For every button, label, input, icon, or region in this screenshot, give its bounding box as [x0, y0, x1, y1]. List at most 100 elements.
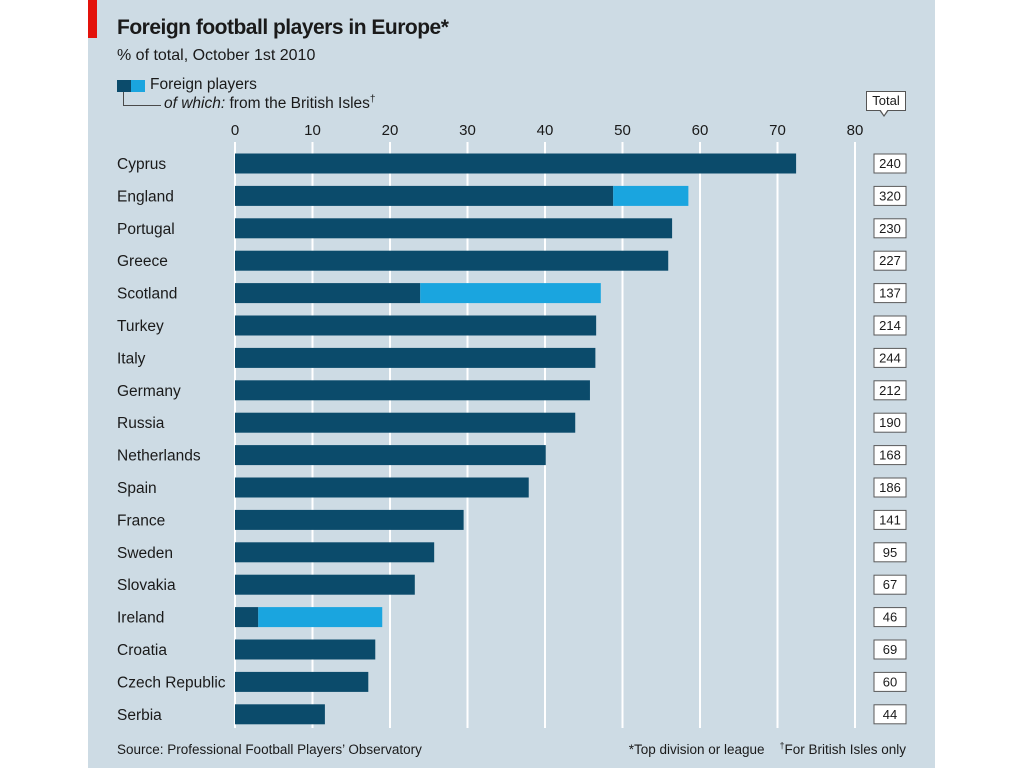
total-box-portugal — [873, 218, 907, 239]
x-tick-label-0: 0 — [231, 122, 239, 139]
category-label-serbia: Serbia — [117, 707, 162, 724]
bar-british-isles-scotland — [420, 283, 601, 304]
totals-header: Total — [866, 91, 906, 117]
bar-foreign-players-england — [235, 185, 614, 206]
category-label-russia: Russia — [117, 415, 165, 432]
footnote-british-isles: †For British Isles only — [780, 741, 906, 759]
total-value-turkey: 214 — [879, 318, 901, 333]
total-value-germany: 212 — [879, 383, 901, 398]
bar-foreign-players-france — [235, 509, 464, 530]
category-label-spain: Spain — [117, 480, 157, 497]
category-label-turkey: Turkey — [117, 318, 164, 335]
legend-label-foreign-players: Foreign players — [150, 76, 257, 93]
total-value-russia: 190 — [879, 415, 901, 430]
bar-british-isles-england — [613, 185, 689, 206]
bar-foreign-players-russia — [235, 412, 576, 433]
category-label-czech-republic: Czech Republic — [117, 674, 226, 691]
total-box-england — [873, 185, 907, 206]
total-box-italy — [873, 347, 907, 368]
bar-foreign-players-germany — [235, 380, 590, 401]
total-box-netherlands — [873, 445, 907, 466]
footnotes: *Top division or league †For British Isl… — [629, 741, 906, 759]
category-label-england: England — [117, 188, 174, 205]
x-tick-label-80: 80 — [847, 122, 864, 139]
footnote-dagger-mark: † — [779, 740, 785, 751]
bar-british-isles-ireland — [258, 607, 383, 628]
total-value-italy: 244 — [879, 350, 901, 365]
total-box-france — [873, 509, 907, 530]
total-value-spain: 186 — [879, 480, 901, 495]
total-box-scotland — [873, 283, 907, 304]
bar-foreign-players-greece — [235, 250, 669, 271]
total-box-ireland — [873, 607, 907, 628]
bar-foreign-players-netherlands — [235, 445, 546, 466]
bar-foreign-players-italy — [235, 347, 596, 368]
total-box-czech-republic — [873, 671, 907, 692]
total-box-turkey — [873, 315, 907, 336]
legend-swatch-foreign-players — [117, 80, 131, 92]
total-box-greece — [873, 250, 907, 271]
category-label-croatia: Croatia — [117, 642, 167, 659]
legend-swatch-british-isles — [131, 80, 145, 92]
source-note: Source: Professional Football Players’ O… — [117, 742, 422, 757]
chart-subtitle: % of total, October 1st 2010 — [117, 47, 316, 64]
chart-title: Foreign football players in Europe* — [117, 16, 449, 39]
bar-foreign-players-croatia — [235, 639, 376, 660]
bar-foreign-players-serbia — [235, 704, 325, 725]
bar-foreign-players-ireland — [235, 607, 259, 628]
x-tick-label-60: 60 — [692, 122, 709, 139]
total-value-ireland: 46 — [883, 610, 897, 625]
total-value-cyprus: 240 — [879, 156, 901, 171]
x-tick-label-30: 30 — [459, 122, 476, 139]
total-box-croatia — [873, 639, 907, 660]
total-value-scotland: 137 — [879, 286, 901, 301]
category-label-scotland: Scotland — [117, 286, 177, 303]
total-value-england: 320 — [879, 188, 901, 203]
brand-tab — [88, 0, 97, 38]
footnote-british-isles-text: For British Isles only — [784, 742, 906, 757]
total-box-russia — [873, 412, 907, 433]
total-box-serbia — [873, 704, 907, 725]
footnote-top-division: *Top division or league — [628, 742, 765, 757]
x-tick-label-40: 40 — [537, 122, 554, 139]
total-value-croatia: 69 — [883, 642, 897, 657]
totals-header-pointer-fill — [880, 109, 888, 115]
total-value-france: 141 — [879, 512, 901, 527]
bar-foreign-players-cyprus — [235, 153, 797, 174]
total-value-greece: 227 — [879, 253, 901, 268]
total-value-czech-republic: 60 — [883, 674, 897, 689]
category-label-sweden: Sweden — [117, 545, 173, 562]
category-label-slovakia: Slovakia — [117, 577, 176, 594]
category-label-netherlands: Netherlands — [117, 448, 201, 465]
legend-prefix: of which: — [164, 95, 226, 112]
legend-bracket-line — [123, 92, 161, 106]
total-value-portugal: 230 — [879, 221, 901, 236]
category-label-france: France — [117, 512, 165, 529]
category-label-ireland: Ireland — [117, 610, 164, 627]
category-label-germany: Germany — [117, 383, 181, 400]
bar-foreign-players-slovakia — [235, 574, 415, 595]
category-label-italy: Italy — [117, 350, 146, 367]
legend-dagger-mark: † — [369, 93, 376, 105]
bar-foreign-players-scotland — [235, 283, 421, 304]
bar-foreign-players-sweden — [235, 542, 435, 563]
totals-header-label: Total — [872, 93, 900, 108]
x-tick-label-70: 70 — [769, 122, 786, 139]
x-tick-label-50: 50 — [614, 122, 631, 139]
total-box-slovakia — [873, 574, 907, 595]
bar-foreign-players-portugal — [235, 218, 673, 239]
total-box-cyprus — [873, 153, 907, 174]
legend-british-isles-text: from the British Isles — [229, 95, 370, 112]
bar-foreign-players-spain — [235, 477, 529, 498]
bar-foreign-players-turkey — [235, 315, 597, 336]
legend-label-british-isles: of which: from the British Isles† — [164, 93, 376, 113]
x-tick-label-20: 20 — [382, 122, 399, 139]
total-box-sweden — [873, 542, 907, 563]
total-value-serbia: 44 — [883, 707, 897, 722]
total-box-germany — [873, 380, 907, 401]
x-tick-label-10: 10 — [304, 122, 321, 139]
total-box-spain — [873, 477, 907, 498]
category-label-greece: Greece — [117, 253, 168, 270]
